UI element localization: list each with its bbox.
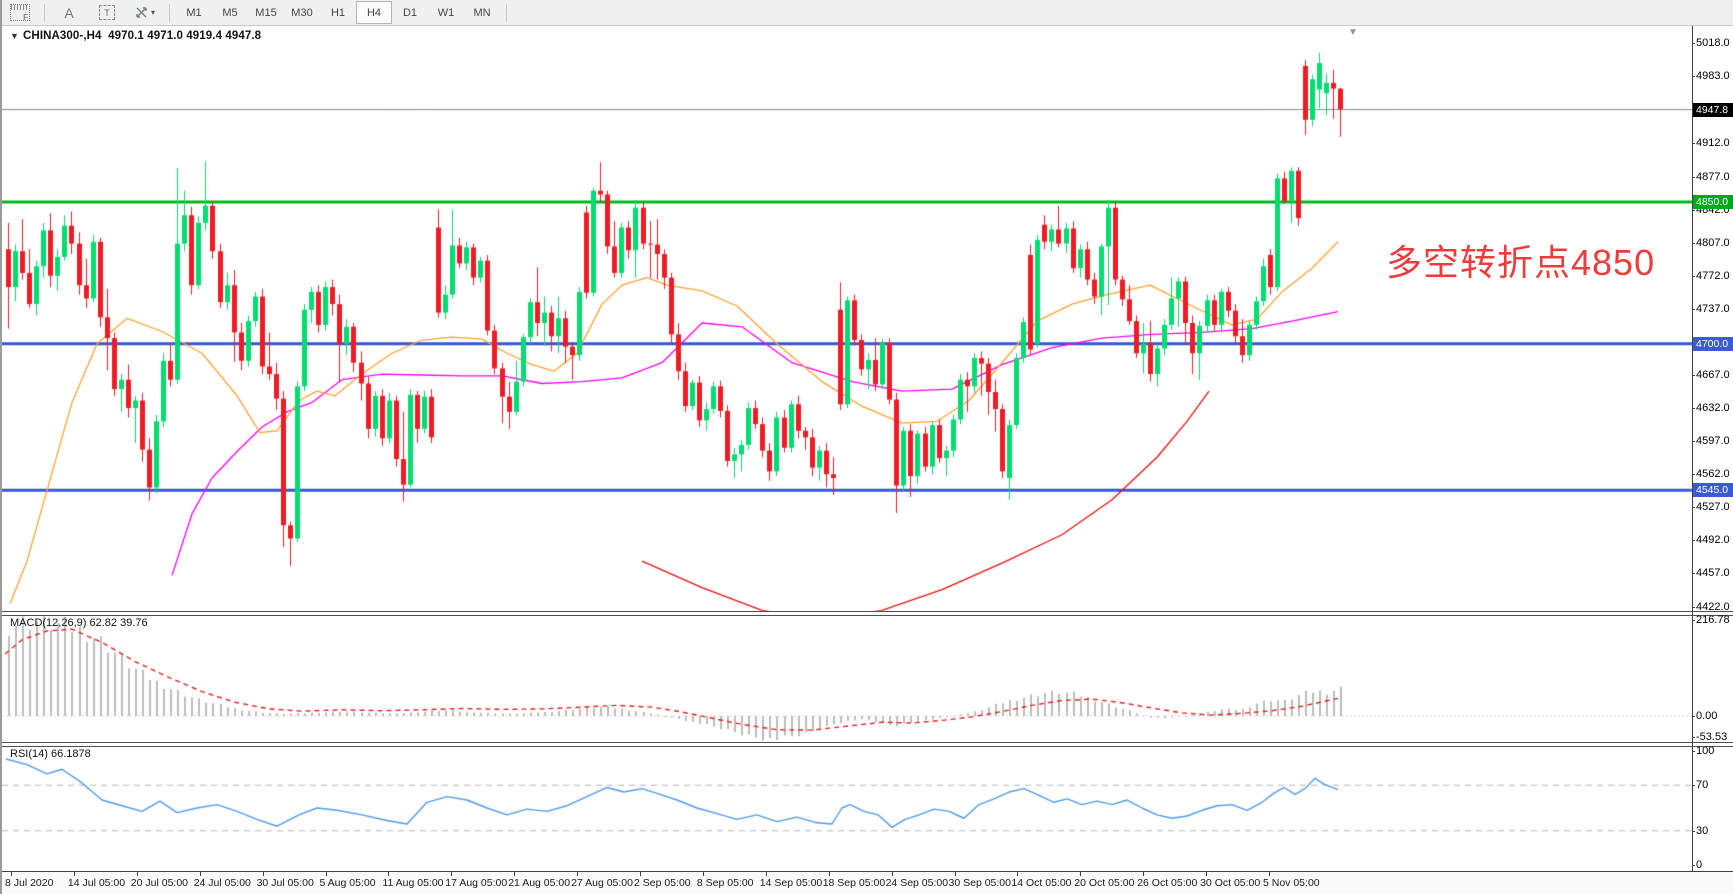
- rsi-value: 66.1878: [50, 748, 91, 760]
- rsi-indicator-label: RSI(14) 66.1878: [10, 748, 91, 760]
- time-axis-label: 21 Aug 05:00: [508, 872, 571, 889]
- dropdown-caret-icon: ▾: [150, 8, 155, 17]
- timeframe-button-w1[interactable]: W1: [437, 6, 455, 19]
- timeframe-button-mn[interactable]: MN: [473, 6, 491, 19]
- timeframe-button-group: M1 M5 M15 M30 H1 H4 D1 W1 MN: [176, 1, 500, 24]
- time-axis-label: 2 Sep 05:00: [634, 872, 691, 889]
- macd-indicator-label: MACD(12,26,9) 62.82 39.76: [10, 617, 148, 629]
- arrow-tool-button[interactable]: A: [64, 4, 74, 21]
- crosshair-icon: [136, 7, 147, 18]
- text-tool-icon: T: [99, 5, 115, 20]
- macd-tick-label: 0.00: [1691, 710, 1718, 722]
- price-axis-line: [1692, 25, 1693, 871]
- time-axis-label: 30 Oct 05:00: [1200, 872, 1261, 889]
- time-axis-label: 20 Oct 05:00: [1074, 872, 1135, 889]
- panel-separator[interactable]: [2, 742, 1733, 747]
- text-tool-button[interactable]: T: [89, 1, 125, 24]
- price-tick-label: 4877.0: [1692, 170, 1730, 183]
- toolbar-separator: [506, 3, 507, 22]
- time-axis-label: 30 Jul 05:00: [256, 872, 314, 889]
- timeframe-button-d1[interactable]: D1: [402, 6, 418, 19]
- macd-tick-label: -53.53: [1691, 731, 1728, 743]
- time-axis-label: 24 Sep 05:00: [885, 872, 949, 889]
- panel-separator[interactable]: [2, 611, 1733, 616]
- bar-high-value: 4971.0: [147, 30, 183, 42]
- time-axis-label: 18 Sep 05:00: [822, 872, 886, 889]
- time-axis-label: 14 Oct 05:00: [1011, 872, 1072, 889]
- time-axis-label: 14 Sep 05:00: [759, 872, 823, 889]
- time-axis-label: 17 Aug 05:00: [445, 872, 508, 889]
- timeframe-button-m1[interactable]: M1: [186, 6, 202, 19]
- price-tick-label: 4807.0: [1692, 236, 1730, 249]
- chart-shift-marker-icon[interactable]: ▼: [1348, 27, 1358, 38]
- bar-low-value: 4919.4: [186, 30, 223, 42]
- time-axis-label: 8 Jul 2020: [5, 872, 54, 889]
- price-tick-label: 4772.0: [1692, 269, 1730, 282]
- price-tick-label: 5018.0: [1692, 37, 1730, 50]
- rsi-tick-label: 70: [1691, 779, 1709, 792]
- time-axis[interactable]: 8 Jul 2020 14 Jul 05:00 20 Jul 05:00 24 Jul…: [2, 871, 1733, 894]
- support-level-badge: 4545.0: [1693, 483, 1733, 498]
- bar-open-value: 4970.1: [108, 30, 144, 42]
- time-axis-label: 24 Jul 05:00: [193, 872, 251, 889]
- chart-annotation-text: 多空转折点4850: [1386, 242, 1656, 283]
- chart-title: ▼ CHINA300-,H4 4970.1 4971.0 4919.4 4947.…: [10, 30, 261, 42]
- price-tick-label: 4597.0: [1692, 435, 1730, 448]
- rsi-tick-label: 100: [1691, 745, 1715, 757]
- crosshair-tool-button[interactable]: ▾: [127, 1, 163, 24]
- price-tick-label: 4632.0: [1692, 402, 1730, 415]
- macd-tick-label: 216.78: [1692, 613, 1730, 626]
- current-price-badge: 4947.8: [1693, 102, 1733, 117]
- price-tick-label: 4422.0: [1692, 600, 1730, 613]
- time-axis-label: 5 Aug 05:00: [319, 872, 376, 889]
- time-axis-label: 5 Nov 05:00: [1263, 872, 1320, 889]
- price-tick-label: 4983.0: [1692, 70, 1730, 83]
- rsi-tick-label: 0: [1691, 859, 1703, 871]
- chart-collapse-icon[interactable]: ▼: [10, 31, 20, 41]
- price-tick-label: 4562.0: [1692, 468, 1730, 481]
- time-axis-label: 11 Aug 05:00: [382, 872, 444, 889]
- time-axis-label: 20 Jul 05:00: [130, 872, 189, 889]
- time-axis-label: 30 Sep 05:00: [948, 872, 1011, 889]
- symbol-name: CHINA300-,H4: [23, 30, 102, 42]
- bar-close-value: 4947.8: [225, 30, 262, 42]
- rsi-tick-label: 30: [1691, 824, 1709, 837]
- toolbar-separator: [169, 3, 170, 22]
- timeframe-button-h1[interactable]: H1: [330, 6, 346, 19]
- price-tick-label: 4912.0: [1692, 137, 1730, 150]
- support-level-badge: 4700.0: [1693, 336, 1733, 351]
- time-axis-label: 8 Sep 05:00: [696, 872, 754, 889]
- timeframe-button-m30[interactable]: M30: [291, 6, 313, 19]
- time-axis-label: 27 Aug 05:00: [571, 872, 633, 889]
- charts-grid-icon: F: [10, 4, 30, 22]
- timeframe-button-m5[interactable]: M5: [222, 6, 238, 19]
- price-tick-label: 4457.0: [1692, 567, 1730, 580]
- timeframe-button-m15[interactable]: M15: [255, 6, 277, 19]
- macd-main-value: 62.82: [89, 617, 118, 629]
- time-axis-label: 26 Oct 05:00: [1137, 872, 1198, 889]
- toolbar-separator: [44, 3, 45, 22]
- top-toolbar: F A T ▾ M1 M5 M15 M30 H1 H4 D1 W1 MN: [2, 0, 1733, 26]
- time-axis-label: 14 Jul 05:00: [67, 872, 126, 889]
- price-tick-label: 4492.0: [1692, 534, 1730, 547]
- price-tick-label: 4527.0: [1692, 501, 1730, 514]
- macd-signal-value: 39.76: [120, 617, 148, 629]
- timeframe-button-h4[interactable]: H4: [356, 1, 392, 24]
- chart-profiles-button[interactable]: F: [2, 1, 38, 24]
- price-tick-label: 4667.0: [1692, 368, 1730, 381]
- resistance-level-badge: 4850.0: [1693, 195, 1733, 210]
- price-tick-label: 4737.0: [1692, 302, 1730, 315]
